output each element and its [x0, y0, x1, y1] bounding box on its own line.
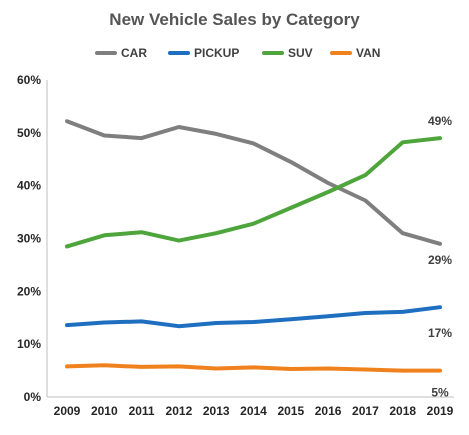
end-label-pickup: 17%: [428, 326, 452, 340]
series-line-pickup: [65, 305, 442, 329]
chart-title: New Vehicle Sales by Category: [109, 10, 360, 29]
x-tick-label: 2014: [240, 404, 267, 418]
legend-swatch-pickup: [168, 51, 190, 55]
legend-swatch-van: [330, 51, 352, 55]
series-line-suv: [65, 136, 442, 249]
y-tick-label: 60%: [17, 73, 41, 87]
y-tick-label: 20%: [17, 284, 41, 298]
x-tick-label: 2009: [54, 404, 81, 418]
y-tick-label: 40%: [17, 179, 41, 193]
x-tick-label: 2013: [203, 404, 230, 418]
y-tick-label: 30%: [17, 232, 41, 246]
legend-swatch-suv: [262, 51, 284, 55]
x-tick-label: 2012: [166, 404, 193, 418]
series-line-van: [65, 363, 442, 373]
end-label-van: 5%: [431, 386, 449, 400]
legend-item-van: VAN: [330, 44, 380, 62]
legend-label-suv: SUV: [288, 46, 313, 60]
legend-item-suv: SUV: [262, 44, 313, 62]
end-label-suv: 49%: [428, 114, 452, 128]
x-tick-label: 2017: [352, 404, 379, 418]
x-tick-label: 2018: [389, 404, 416, 418]
y-tick-label: 50%: [17, 126, 41, 140]
legend-label-van: VAN: [356, 46, 381, 60]
x-tick-label: 2019: [427, 404, 454, 418]
series-line-car: [65, 119, 442, 246]
legend-label-car: CAR: [121, 46, 147, 60]
y-tick-label: 0%: [24, 390, 42, 404]
y-tick-label: 10%: [17, 337, 41, 351]
legend-item-car: CAR: [95, 44, 147, 62]
x-tick-label: 2011: [129, 404, 155, 418]
legend-item-pickup: PICKUP: [168, 44, 239, 62]
x-tick-label: 2016: [315, 404, 342, 418]
legend-swatch-car: [95, 51, 117, 55]
end-label-car: 29%: [428, 253, 452, 267]
legend: CAR PICKUP SUV VAN: [0, 44, 469, 62]
x-tick-label: 2015: [277, 404, 304, 418]
x-tick-label: 2010: [91, 404, 118, 418]
legend-label-pickup: PICKUP: [194, 46, 240, 60]
